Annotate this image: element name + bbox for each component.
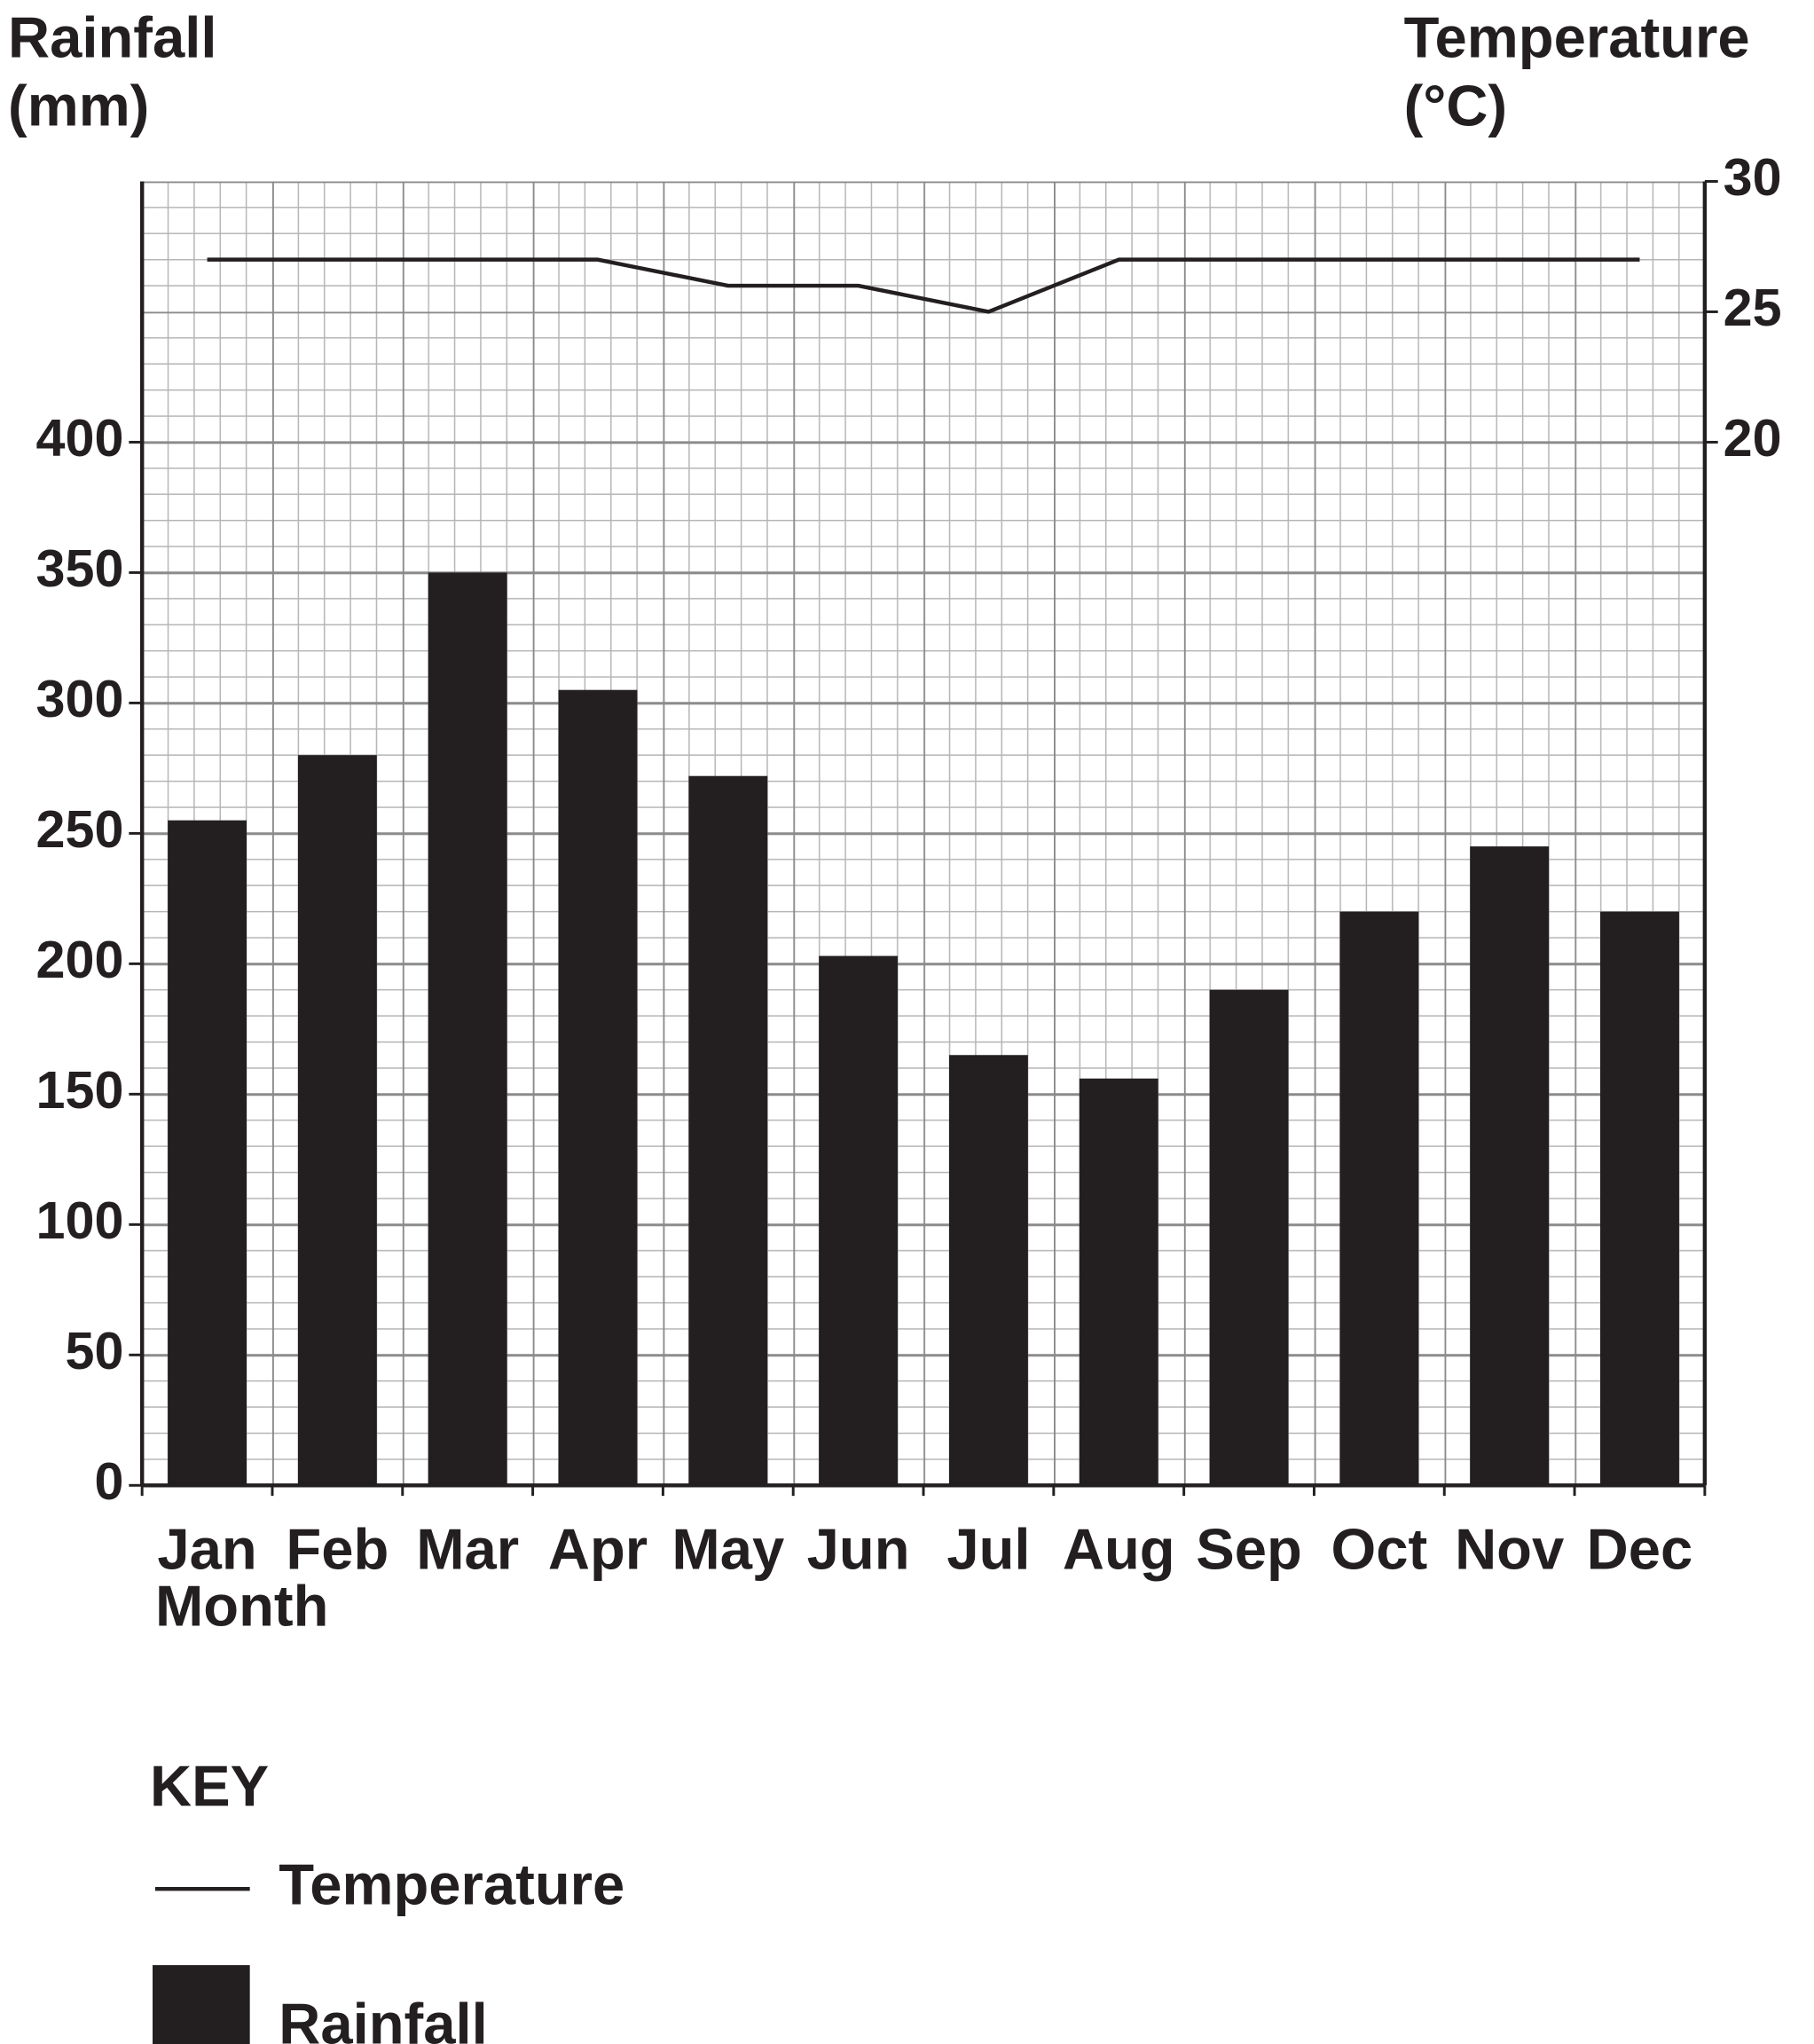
y2-axis-label: Temperature (1404, 5, 1750, 70)
x-tick-label: Dec (1587, 1517, 1693, 1582)
legend-label: Temperature (279, 1851, 624, 1916)
y-tick-label: 0 (94, 1451, 123, 1511)
y2-tick-label: 20 (1724, 408, 1782, 468)
bar (297, 755, 377, 1486)
x-tick-label: Jul (946, 1517, 1030, 1582)
y-tick-label: 150 (36, 1060, 124, 1120)
x-tick-label: Aug (1063, 1517, 1175, 1582)
legend-title: KEY (150, 1753, 269, 1818)
bar (688, 775, 768, 1486)
bar (558, 689, 638, 1486)
x-tick-label: Jan (157, 1517, 256, 1582)
x-tick-label: Oct (1331, 1517, 1428, 1582)
legend-swatch (153, 1965, 250, 2044)
bar (1600, 911, 1679, 1486)
bar (168, 820, 247, 1486)
y-tick-label: 300 (36, 669, 124, 728)
y-axis-label: Rainfall (8, 5, 216, 70)
y-tick-label: 50 (66, 1321, 124, 1380)
x-tick-label: Mar (416, 1517, 519, 1582)
bar (948, 1055, 1028, 1486)
y-tick-label: 200 (36, 930, 124, 989)
temperature-line (207, 257, 1640, 314)
y2-tick-label: 25 (1724, 278, 1782, 337)
y-axis-label: (mm) (8, 74, 149, 138)
bar (1470, 846, 1550, 1486)
x-tick-label: Apr (548, 1517, 648, 1582)
y-tick-label: 250 (36, 799, 124, 859)
bar (428, 572, 507, 1486)
bar (1079, 1078, 1158, 1486)
x-tick-label: May (671, 1517, 784, 1582)
bar (1339, 911, 1419, 1486)
x-tick-label: Jun (807, 1517, 910, 1582)
y-tick-label: 100 (36, 1191, 124, 1250)
y2-axis-label: (°C) (1404, 74, 1508, 138)
x-tick-label: Nov (1455, 1517, 1564, 1582)
legend-label: Rainfall (279, 1991, 487, 2044)
x-axis-label: Month (155, 1573, 328, 1638)
x-tick-label: Sep (1196, 1517, 1302, 1582)
y-tick-label: 400 (36, 408, 124, 468)
y2-tick-label: 30 (1724, 147, 1782, 207)
bar (819, 955, 899, 1486)
x-tick-label: Feb (286, 1517, 389, 1582)
y-tick-label: 350 (36, 539, 124, 598)
bar (1209, 989, 1289, 1486)
